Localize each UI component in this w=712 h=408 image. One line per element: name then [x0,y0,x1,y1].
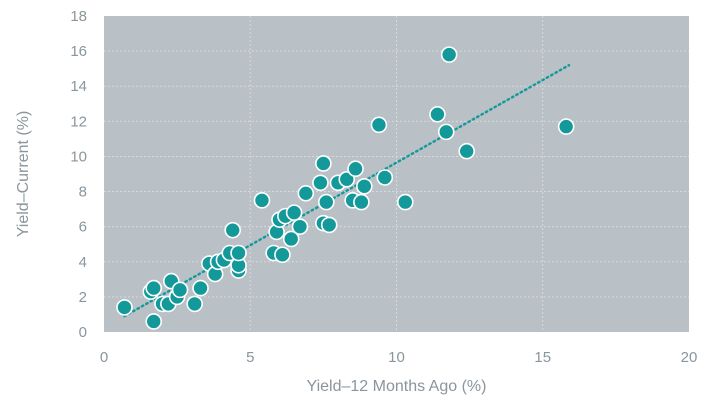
x-tick-label: 0 [100,349,108,366]
data-point [320,216,338,234]
grid-lines [104,16,689,332]
data-point [312,174,329,192]
data-point [116,299,133,316]
y-tick-label: 6 [79,219,87,236]
x-tick-label: 15 [534,349,551,366]
y-tick-label: 18 [70,8,87,25]
data-point [429,106,446,123]
data-point [297,185,315,202]
data-point [285,204,303,221]
data-point [557,118,575,135]
y-tick-label: 16 [70,43,87,60]
x-tick-label: 5 [246,349,254,366]
data-point [396,193,414,211]
data-point [291,218,309,235]
y-tick-label: 8 [79,184,87,201]
y-tick-label: 10 [70,148,87,165]
data-points [116,46,575,330]
y-tick-label: 4 [79,254,87,271]
data-point [186,295,203,313]
data-point [171,281,189,299]
data-point [347,160,364,178]
y-tick-label: 0 [79,324,87,341]
data-point [356,177,373,195]
data-point [253,192,271,209]
data-point [274,246,291,264]
data-point [370,116,388,134]
data-point [437,123,455,141]
x-tick-label: 10 [388,349,405,366]
data-point [338,170,356,188]
data-point [315,155,332,172]
x-tick-label: 20 [681,349,698,366]
tick-labels: 0 5 10 15 20 0 2 4 6 8 10 12 14 16 18 [70,8,697,366]
data-point [230,244,247,262]
data-point [145,279,163,297]
data-point [317,193,335,211]
trendline [123,63,571,318]
data-point [458,142,476,160]
y-axis-title: Yield–Current (%) [15,111,32,238]
data-point [224,221,241,239]
trendline-layer [123,63,571,318]
data-point [282,230,300,248]
y-tick-label: 2 [79,289,87,306]
data-point [440,46,458,63]
x-axis-title: Yield–12 Months Ago (%) [307,378,487,395]
data-point [376,169,394,186]
data-point [192,279,209,297]
data-point [353,193,370,211]
y-tick-label: 14 [70,78,87,95]
y-tick-label: 12 [70,113,87,130]
data-point [145,313,163,330]
